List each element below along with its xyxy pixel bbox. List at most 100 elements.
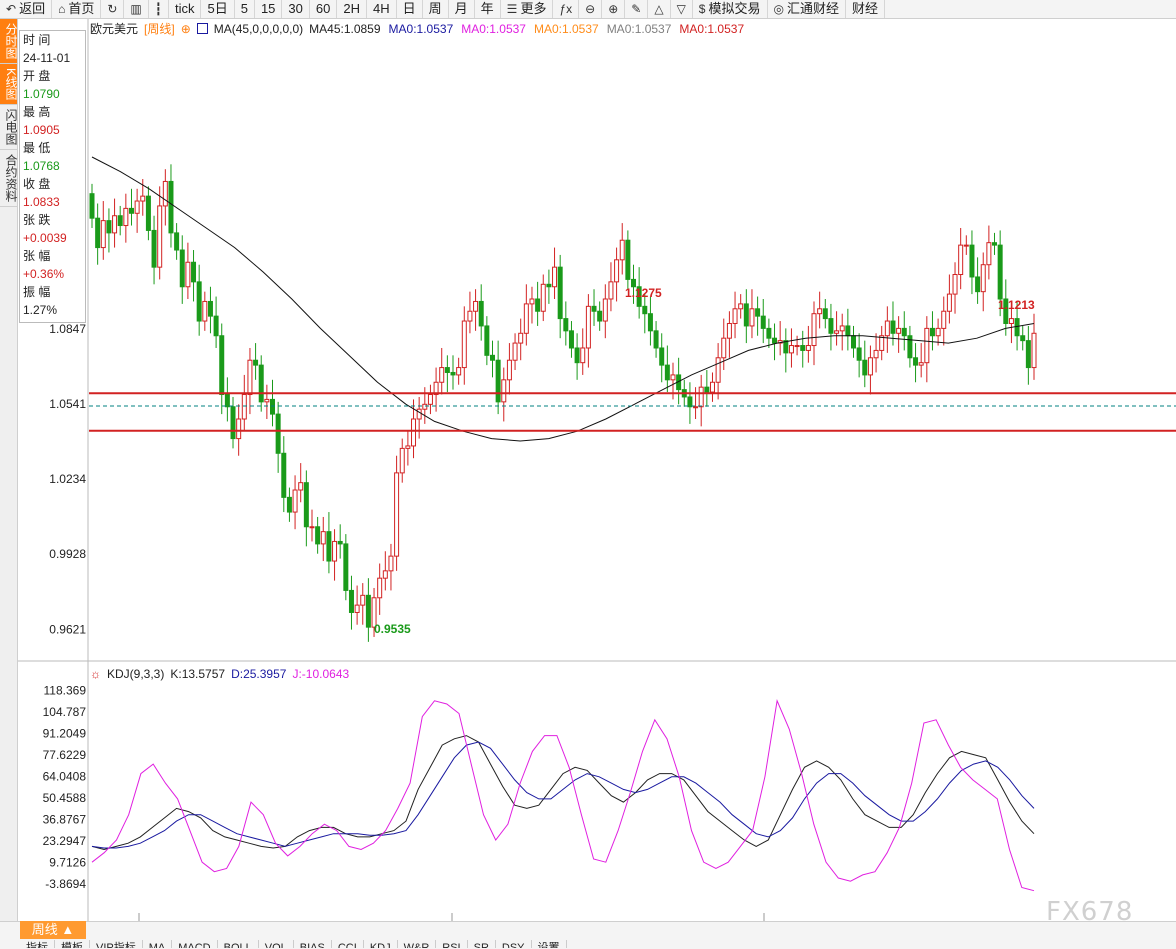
toolbar-item-首页[interactable]: ⌂ 首页 [52, 0, 102, 18]
candle-body [546, 283, 552, 288]
toolbar-item-年[interactable]: 年 [475, 0, 501, 18]
toolbar-item-月[interactable]: 月 [449, 0, 475, 18]
candle-body [913, 357, 919, 366]
candle-body [456, 367, 462, 376]
toolbar-item-function-icon[interactable]: ƒx [553, 0, 580, 18]
price-tick-label: 0.9928 [49, 547, 86, 561]
toolbar-item-refresh-icon[interactable]: ↻ [101, 0, 125, 18]
candle-body [619, 239, 625, 261]
toolbar-item-日[interactable]: 日 [397, 0, 423, 18]
left-tab-3[interactable]: 合约资料 [0, 150, 18, 208]
toolbar-item-更多[interactable]: ☰ 更多 [501, 0, 554, 18]
indicator-tab[interactable]: W&R [398, 940, 437, 948]
kdj-tick-label: -3.8694 [45, 877, 86, 891]
kdj-indicator-chart[interactable]: 118.369 104.787 91.2049 77.6229 64.0408 50.45… [0, 661, 1176, 921]
toolbar-item-60[interactable]: 60 [310, 0, 338, 18]
period-label[interactable]: [周线] [144, 22, 175, 36]
indicator-tab[interactable]: KDJ [364, 940, 398, 948]
candle-body [89, 193, 95, 219]
info-value: +0.36% [23, 267, 65, 281]
toolbar-item-2H[interactable]: 2H [337, 0, 367, 18]
toolbar-item-5[interactable]: 5 [235, 0, 255, 18]
candle-body [303, 482, 309, 528]
candle-body [901, 327, 907, 337]
candle-body [693, 406, 699, 409]
sun-settings-icon[interactable]: ☼ [90, 667, 101, 681]
toolbar-item-周[interactable]: 周 [423, 0, 449, 18]
indicator-tab[interactable]: 指标 [20, 940, 55, 948]
indicator-icon[interactable] [196, 23, 208, 34]
indicator-tab[interactable]: CCI [332, 940, 364, 948]
candle-body [1031, 332, 1037, 369]
indicator-tab[interactable]: RSI [436, 940, 468, 948]
candle-body [992, 242, 998, 246]
toolbar-item-bar-chart-icon[interactable]: ▥ [124, 0, 149, 18]
toolbar-item-30[interactable]: 30 [282, 0, 310, 18]
candle-body [1003, 298, 1009, 324]
kdj-tick-label: 9.7126 [49, 856, 86, 870]
candle-body [935, 327, 941, 337]
candlestick-chart[interactable]: 0.96210.99281.02341.05411.08471.11541.12… [0, 19, 1176, 679]
plus-circle-icon[interactable]: ⊕ [180, 22, 191, 36]
left-tab-0[interactable]: 分时图 [0, 19, 18, 64]
kdj-tick-label: 91.2049 [43, 727, 87, 741]
candle-body [219, 335, 225, 396]
indicator-tab[interactable]: VOL [259, 940, 294, 948]
toolbar-item-4H[interactable]: 4H [367, 0, 397, 18]
indicator-tab[interactable]: MA [143, 940, 173, 948]
indicator-tab[interactable]: BIAS [294, 940, 332, 948]
toolbar-item-5日[interactable]: 5日 [201, 0, 235, 18]
indicator-tab[interactable]: BOLL [218, 940, 259, 948]
kdj-j-value: J:-10.0643 [292, 667, 350, 681]
candle-body [850, 335, 856, 349]
candle-body [591, 305, 597, 312]
toolbar-item-模拟交易[interactable]: $ 模拟交易 [693, 0, 768, 18]
left-tab-1[interactable]: K线图 [0, 64, 18, 106]
candle-body [659, 347, 665, 366]
candle-body [371, 597, 377, 628]
candle-body [845, 325, 851, 337]
info-value: +0.0039 [23, 231, 67, 245]
toolbar-label: 年 [480, 1, 494, 16]
candle-body [106, 220, 112, 234]
candle-body [292, 489, 298, 513]
indicator-tab[interactable]: 模板 [55, 940, 90, 948]
toolbar-item-zoom-in-icon[interactable]: ⊕ [602, 0, 626, 18]
toolbar-item-triangle-down-icon[interactable]: ▽ [671, 0, 693, 18]
candle-body [772, 337, 778, 344]
indicator-tab[interactable]: 设置 [532, 940, 567, 948]
info-label: 张 幅 [23, 249, 51, 263]
indicator-tab[interactable]: SR [468, 940, 496, 948]
toolbar-item-candlestick-icon[interactable]: ┇ [149, 0, 169, 18]
candle-body [585, 305, 591, 349]
candle-body [704, 386, 710, 393]
toolbar-item-15[interactable]: 15 [255, 0, 283, 18]
indicator-tab[interactable]: VIP指标 [90, 940, 143, 948]
toolbar-item-zoom-out-icon[interactable]: ⊖ [579, 0, 603, 18]
toolbar-item-triangle-up-icon[interactable]: △ [648, 0, 671, 18]
period-toggle-button[interactable]: 周线 ▲ [20, 921, 86, 939]
left-tab-2[interactable]: 闪电图 [0, 105, 18, 151]
kdj-tick-label: 77.6229 [43, 748, 87, 762]
toolbar-item-财经[interactable]: 财经 [846, 0, 886, 18]
toolbar-item-返回[interactable]: ↶ 返回 [0, 0, 53, 18]
candle-body [213, 315, 219, 337]
info-value: 24-11-01 [23, 51, 71, 65]
candle-body [168, 180, 174, 234]
candle-body [687, 396, 693, 408]
toolbar-label: 4H [372, 1, 390, 16]
candle-body [309, 526, 315, 529]
candle-body [1014, 318, 1020, 337]
candle-body [614, 259, 620, 283]
candle-body [552, 266, 558, 288]
candle-body [918, 362, 924, 366]
candle-body [484, 325, 490, 356]
indicator-tab[interactable]: DSY [496, 940, 532, 948]
zoom-in-icon: ⊕ [608, 2, 619, 16]
toolbar-item-tick[interactable]: tick [169, 0, 202, 18]
candle-body [631, 278, 637, 288]
toolbar-item-pen-icon[interactable]: ✎ [625, 0, 649, 18]
indicator-tab[interactable]: MACD [172, 940, 218, 948]
toolbar-item-汇通财经[interactable]: ◎ 汇通财经 [768, 0, 846, 18]
candle-body [523, 303, 529, 334]
